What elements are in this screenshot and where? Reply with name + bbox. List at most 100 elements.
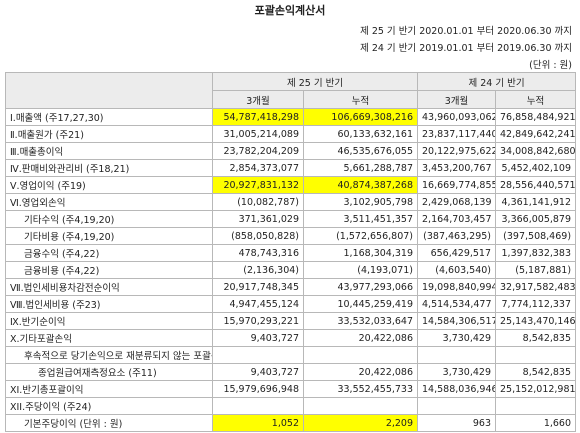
row-label: 종업원급여재측정요소 (주11) [5,363,213,381]
amount-cell: 4,514,534,477 [417,295,497,313]
row-label: Ⅳ.판매비와관리비 (주18,21) [5,159,213,177]
amount-cell: 54,787,418,298 [212,108,304,126]
header-group: 제 24 기 반기 [417,72,577,91]
table-row: Ⅰ.매출액 (주17,27,30) 54,787,418,298 106,669,3… [5,108,577,126]
amount-cell: 2,429,068,139 [417,193,497,211]
table-row: 종업원급여재측정요소 (주11) 9,403,727 20,422,086 3,730… [5,363,577,381]
amount-cell: 28,556,440,571 [495,176,577,194]
amount-cell: 4,947,455,124 [212,295,304,313]
amount-cell: 20,927,831,132 [212,176,304,194]
table-body: Ⅰ.매출액 (주17,27,30) 54,787,418,298 106,669,3… [5,108,577,432]
amount-cell: (4,603,540) [417,261,497,279]
row-label: Ⅸ.반기순이익 [5,312,213,330]
row-label: Ⅷ.법인세비용 (주23) [5,295,213,313]
amount-cell: 9,403,727 [212,363,304,381]
amount-cell: 32,917,582,483 [495,278,577,296]
amount-cell: 46,535,676,055 [302,142,419,160]
amount-cell: 9,403,727 [212,329,304,347]
amount-cell: (4,193,071) [302,261,419,279]
amount-cell: 2,854,373,077 [212,159,304,177]
table-row: Ⅴ.영업이익 (주19) 20,927,831,132 40,874,387,268… [5,176,577,194]
period-line: 제 24 기 반기 2019.01.01 부터 2019.06.30 까지 [360,43,572,54]
sub-header: 3개월 [417,90,497,109]
row-label: Ⅶ.법인세비용차감전순이익 [5,278,213,296]
amount-cell: (2,136,304) [212,261,304,279]
statement-title: 포괄손익계산서 [254,4,326,17]
sub-header: 누적 [302,90,419,109]
amount-cell: 5,452,402,109 [495,159,577,177]
amount-cell [417,346,497,364]
table-row: 금융수익 (주4,22) 478,743,316 1,168,304,319 656,… [5,244,577,262]
table-row: Ⅷ.법인세비용 (주23) 4,947,455,124 10,445,259,419… [5,295,577,313]
amount-cell: 3,102,905,798 [302,193,419,211]
amount-cell: 8,542,835 [495,363,577,381]
table-row: 기타수익 (주4,19,20) 371,361,029 3,511,451,357 2… [5,210,577,228]
amount-cell: 40,874,387,268 [302,176,419,194]
amount-cell: 20,917,748,345 [212,278,304,296]
amount-cell: (387,463,295) [417,227,497,245]
amount-cell: 19,098,840,994 [417,278,497,296]
amount-cell: 3,511,451,357 [302,210,419,228]
row-label: 금융비용 (주4,22) [5,261,213,279]
amount-cell: 1,168,304,319 [302,244,419,262]
table-row: 기타비용 (주4,19,20) (858,050,828) (1,572,656,8… [5,227,577,245]
row-label: Ⅰ.매출액 (주17,27,30) [5,108,213,126]
amount-cell [495,397,577,415]
row-label: Ⅱ.매출원가 (주21) [5,125,213,143]
amount-cell: 2,209 [302,414,419,432]
amount-cell: (5,187,881) [495,261,577,279]
period-line: 제 25 기 반기 2020.01.01 부터 2020.06.30 까지 [360,26,572,37]
amount-cell: 1,660 [495,414,577,432]
amount-cell: (10,082,787) [212,193,304,211]
amount-cell: 23,837,117,440 [417,125,497,143]
amount-cell: 2,164,703,457 [417,210,497,228]
amount-cell: 7,774,112,337 [495,295,577,313]
income-statement-table: 제 25 기 반기 제 24 기 반기 3개월 누적 3개월 누적 Ⅰ.매출액 … [5,72,577,432]
amount-cell: 25,152,012,981 [495,380,577,398]
amount-cell: 656,429,517 [417,244,497,262]
amount-cell: 25,143,470,146 [495,312,577,330]
amount-cell: 10,445,259,419 [302,295,419,313]
amount-cell: 20,422,086 [302,329,419,347]
unit-note: (단위 : 원) [529,60,572,71]
table-row: Ⅲ.매출총이익 23,782,204,209 46,535,676,055 20,12… [5,142,577,160]
table-row: Ⅵ.영업외손익 (10,082,787) 3,102,905,798 2,429,06… [5,193,577,211]
table-row: 금융비용 (주4,22) (2,136,304) (4,193,071) (4,603… [5,261,577,279]
amount-cell: 42,849,642,241 [495,125,577,143]
table-row: Ⅶ.법인세비용차감전순이익 20,917,748,345 43,977,293,06… [5,278,577,296]
amount-cell: 963 [417,414,497,432]
amount-cell: 3,366,005,879 [495,210,577,228]
header-cell [5,72,213,109]
amount-cell: 34,008,842,680 [495,142,577,160]
table-row: Ⅹ.기타포괄손익 9,403,727 20,422,086 3,730,429 8,54… [5,329,577,347]
amount-cell: (1,572,656,807) [302,227,419,245]
amount-cell: 20,122,975,622 [417,142,497,160]
row-label: Ⅹ.기타포괄손익 [5,329,213,347]
row-label: Ⅴ.영업이익 (주19) [5,176,213,194]
amount-cell: 20,422,086 [302,363,419,381]
amount-cell [212,397,304,415]
amount-cell: 14,588,036,946 [417,380,497,398]
amount-cell: 33,552,455,733 [302,380,419,398]
amount-cell: 371,361,029 [212,210,304,228]
amount-cell: 5,661,288,787 [302,159,419,177]
amount-cell: 3,453,200,767 [417,159,497,177]
header-group: 제 25 기 반기 [211,72,419,91]
amount-cell: 31,005,214,089 [212,125,304,143]
amount-cell: 106,669,308,216 [302,108,419,126]
row-label: ⅩI.반기총포괄이익 [5,380,213,398]
amount-cell: 43,960,093,062 [417,108,497,126]
row-label: 기본주당이익 (단위 : 원) [5,414,213,432]
amount-cell [302,346,419,364]
amount-cell: 23,782,204,209 [212,142,304,160]
table-row: ⅩII.주당이익 (주24) [5,397,577,415]
amount-cell [212,346,304,364]
amount-cell: 3,730,429 [417,329,497,347]
sub-header: 3개월 [212,90,304,109]
amount-cell: (858,050,828) [212,227,304,245]
amount-cell: 478,743,316 [212,244,304,262]
amount-cell: 8,542,835 [495,329,577,347]
amount-cell: 16,669,774,855 [417,176,497,194]
amount-cell: 43,977,293,066 [302,278,419,296]
